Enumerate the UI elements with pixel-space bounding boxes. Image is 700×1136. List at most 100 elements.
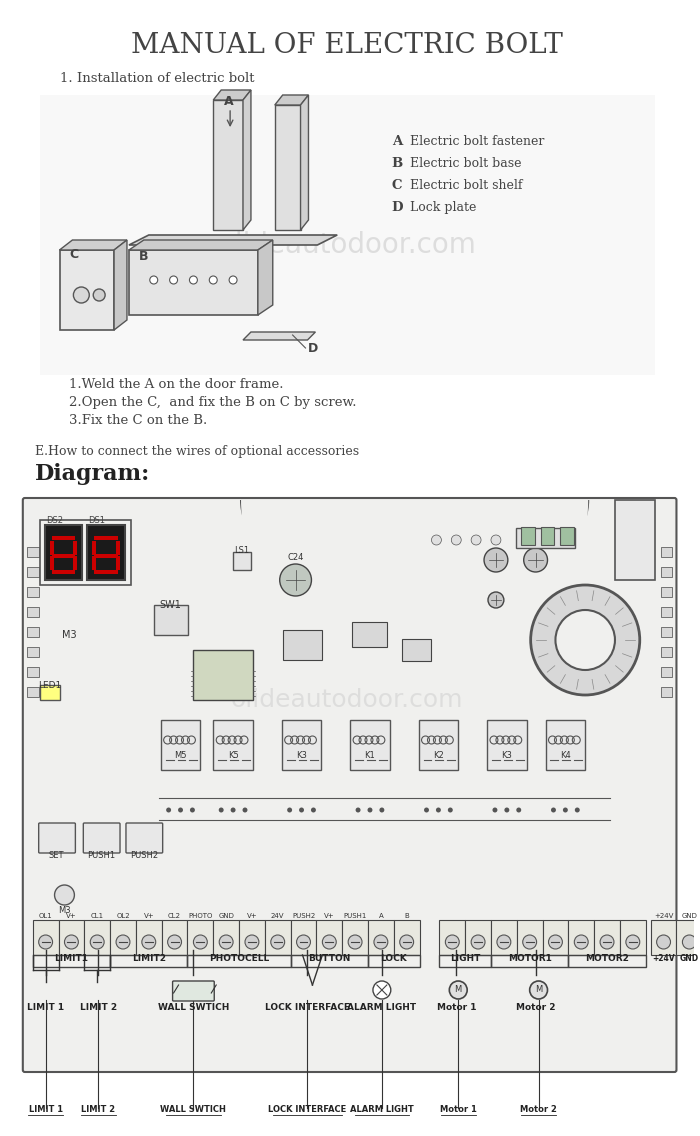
Bar <box>594 920 620 955</box>
Text: Electric bolt shelf: Electric bolt shelf <box>410 179 522 192</box>
Text: C: C <box>392 179 402 192</box>
Text: ALARM LIGHT: ALARM LIGHT <box>347 1003 416 1012</box>
Bar <box>27 567 38 577</box>
Text: PHOTOCELL: PHOTOCELL <box>209 954 270 963</box>
Text: LS1: LS1 <box>234 546 250 556</box>
Bar <box>161 720 200 770</box>
FancyBboxPatch shape <box>23 498 676 1072</box>
Text: A: A <box>379 913 384 919</box>
Bar <box>27 548 38 557</box>
Text: 24V: 24V <box>271 913 284 919</box>
Text: K1: K1 <box>365 751 375 760</box>
Circle shape <box>166 808 171 812</box>
Bar <box>193 650 253 700</box>
Polygon shape <box>129 235 337 245</box>
Bar <box>402 640 431 661</box>
Circle shape <box>524 548 547 573</box>
Bar <box>92 541 96 556</box>
Bar <box>27 607 38 617</box>
Polygon shape <box>274 95 309 105</box>
Circle shape <box>142 935 155 949</box>
Circle shape <box>219 935 233 949</box>
Bar <box>676 920 700 955</box>
Bar <box>466 920 491 955</box>
Bar <box>545 720 585 770</box>
Bar <box>352 623 387 648</box>
Text: DS2: DS2 <box>46 516 63 525</box>
Circle shape <box>488 592 504 608</box>
Text: PUSH1: PUSH1 <box>87 851 116 860</box>
Bar <box>491 920 517 955</box>
FancyBboxPatch shape <box>83 822 120 853</box>
Bar <box>661 687 673 698</box>
Circle shape <box>497 935 511 949</box>
Bar <box>45 525 83 580</box>
Circle shape <box>55 885 74 905</box>
Bar <box>60 250 114 329</box>
Text: Diagram:: Diagram: <box>35 463 150 485</box>
Text: Motor 1: Motor 1 <box>437 1003 476 1012</box>
Circle shape <box>271 935 285 949</box>
Bar <box>350 720 390 770</box>
Text: B: B <box>139 250 148 264</box>
Polygon shape <box>258 240 273 315</box>
Text: WALL SWTICH: WALL SWTICH <box>158 1003 229 1012</box>
Bar <box>487 720 526 770</box>
Bar <box>661 627 673 637</box>
Circle shape <box>190 276 197 284</box>
Polygon shape <box>129 240 273 250</box>
Bar <box>394 920 419 955</box>
Text: CL1: CL1 <box>90 913 104 919</box>
Circle shape <box>431 535 442 545</box>
Bar <box>661 567 673 577</box>
Bar <box>94 536 118 540</box>
Circle shape <box>626 935 640 949</box>
Circle shape <box>167 935 181 949</box>
Circle shape <box>93 289 105 301</box>
Text: K2: K2 <box>433 751 444 760</box>
Circle shape <box>517 808 522 812</box>
Circle shape <box>193 935 207 949</box>
Text: M3: M3 <box>58 907 71 914</box>
Bar <box>84 920 110 955</box>
Text: SET: SET <box>49 851 64 860</box>
Text: K3: K3 <box>296 751 307 760</box>
Circle shape <box>379 808 384 812</box>
Text: PUSH1: PUSH1 <box>344 913 367 919</box>
Bar <box>568 955 645 967</box>
Circle shape <box>245 935 259 949</box>
Circle shape <box>74 287 90 303</box>
Bar <box>542 920 568 955</box>
Circle shape <box>229 276 237 284</box>
Bar <box>50 556 54 570</box>
Circle shape <box>471 535 481 545</box>
Text: V+: V+ <box>246 913 257 919</box>
Bar <box>540 527 554 545</box>
Circle shape <box>242 808 248 812</box>
Circle shape <box>493 808 498 812</box>
Text: LOCK INTERFACE: LOCK INTERFACE <box>268 1105 346 1114</box>
Text: K3: K3 <box>501 751 512 760</box>
Text: WALL SWTICH: WALL SWTICH <box>160 1105 226 1114</box>
Text: LOCK: LOCK <box>380 954 407 963</box>
Text: B: B <box>392 157 403 170</box>
Bar <box>110 920 136 955</box>
Text: GND: GND <box>680 954 699 963</box>
FancyBboxPatch shape <box>38 822 76 853</box>
Circle shape <box>448 808 453 812</box>
FancyBboxPatch shape <box>40 95 654 375</box>
Bar <box>568 920 594 955</box>
Text: M: M <box>454 986 462 994</box>
Bar <box>136 920 162 955</box>
Circle shape <box>549 935 562 949</box>
Bar <box>94 554 118 558</box>
Bar <box>74 541 78 556</box>
Bar <box>265 920 290 955</box>
Circle shape <box>169 276 178 284</box>
Text: Electric bolt fastener: Electric bolt fastener <box>410 135 544 148</box>
Circle shape <box>452 535 461 545</box>
Text: LIMIT 2: LIMIT 2 <box>80 1003 117 1012</box>
Circle shape <box>280 563 312 596</box>
Text: LIMIT1: LIMIT1 <box>55 954 88 963</box>
Text: Motor 2: Motor 2 <box>516 1003 555 1012</box>
